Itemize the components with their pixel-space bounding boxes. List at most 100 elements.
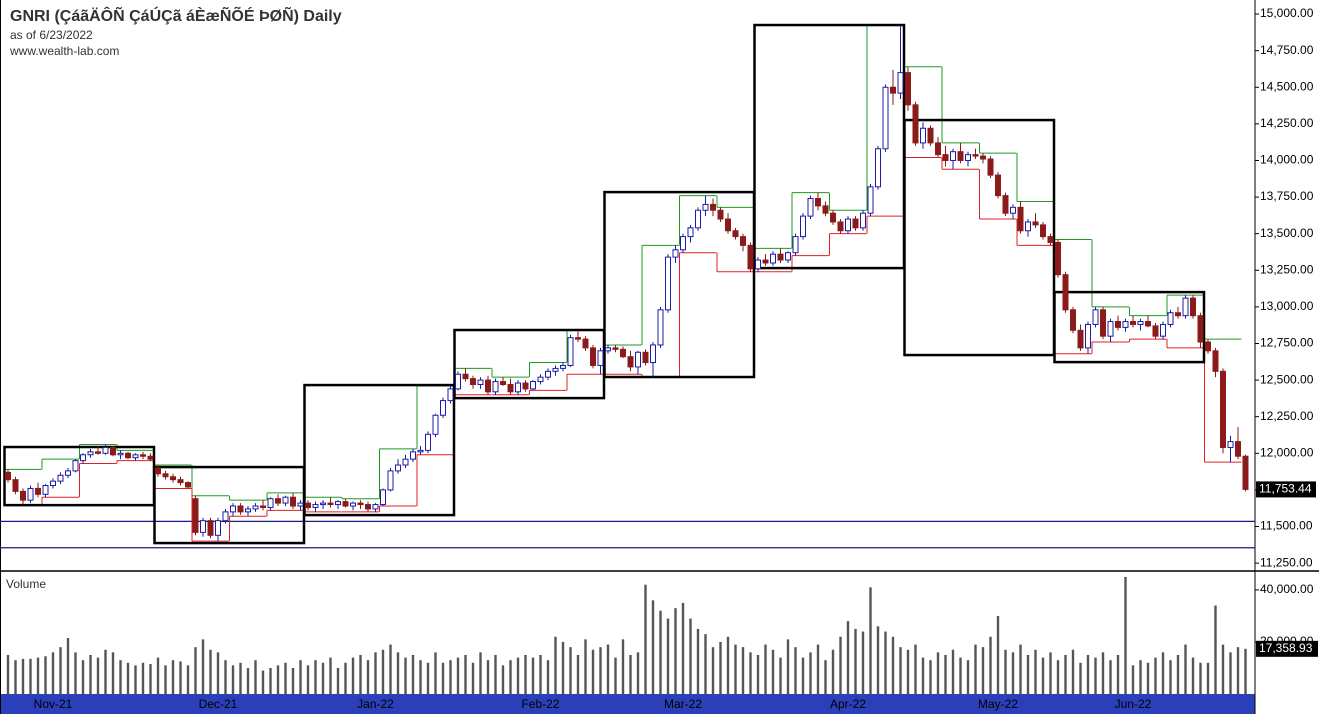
x-tick-label: Jun-22	[1115, 697, 1152, 711]
volume-bar	[1086, 654, 1090, 694]
volume-bar	[1139, 660, 1142, 694]
volume-bar	[861, 631, 865, 694]
volume-bar	[494, 654, 497, 694]
volume-bar	[449, 660, 452, 694]
candle-body	[747, 244, 754, 270]
volume-bar	[666, 618, 670, 694]
volume-bar	[674, 608, 677, 694]
candle-body	[1227, 441, 1234, 448]
candle-body	[260, 505, 266, 508]
volume-bar	[914, 644, 917, 694]
volume-bar	[29, 658, 32, 694]
y-tick-label: 13,250.00	[1260, 262, 1314, 276]
x-tick-label: Apr-22	[830, 697, 866, 711]
volume-bar	[591, 649, 595, 694]
candle-body	[942, 154, 949, 161]
volume-bar	[1184, 644, 1187, 694]
volume-bar	[141, 662, 145, 694]
candle-body	[852, 218, 859, 229]
volume-bar	[1004, 649, 1007, 694]
candle-body	[905, 72, 911, 106]
volume-bar	[1131, 665, 1135, 694]
candle-body	[245, 508, 251, 513]
volume-bar	[441, 662, 445, 694]
y-tick-label: 14,250.00	[1260, 116, 1314, 130]
volume-bar	[891, 636, 895, 694]
volume-bar	[576, 654, 580, 694]
volume-bar	[1146, 662, 1150, 694]
volume-bar	[209, 649, 212, 694]
y-tick-label: 14,750.00	[1260, 43, 1314, 57]
candle-body	[897, 72, 904, 94]
candle-body	[102, 446, 109, 454]
volume-bar	[471, 662, 475, 694]
volume-bar	[89, 654, 92, 694]
candle-body	[365, 504, 371, 510]
volume-bar	[404, 657, 407, 694]
candle-body	[1152, 325, 1159, 337]
volume-bar	[846, 621, 850, 694]
y-tick-label: 13,500.00	[1260, 226, 1314, 240]
candle-body	[320, 502, 326, 506]
volume-bar	[711, 647, 715, 694]
candle-body	[117, 452, 124, 456]
candle-body	[1130, 321, 1136, 325]
volume-bar	[359, 654, 362, 694]
candle-body	[215, 520, 221, 536]
volume-bar	[1244, 648, 1247, 694]
volume-bar	[284, 662, 287, 694]
candle-body	[1010, 206, 1016, 214]
volume-bar	[36, 657, 40, 694]
volume-bar	[1169, 660, 1172, 694]
candle-body	[282, 496, 289, 504]
candle-body	[485, 379, 491, 393]
volume-bar	[66, 638, 70, 694]
volume-bar	[516, 657, 520, 694]
chart-title: GNRI (ÇáãÄÔÑ ÇáÚÇã áÈæÑÕÉ ÞØÑ) Daily	[10, 5, 342, 25]
volume-bar	[164, 665, 167, 694]
volume-bar	[561, 641, 565, 694]
volume-bar	[1206, 662, 1210, 694]
candle-body	[387, 470, 394, 491]
candle-body	[545, 370, 551, 378]
volume-bar	[659, 610, 662, 694]
volume-bar	[224, 660, 227, 694]
volume-bar	[831, 649, 835, 694]
volume-bar	[44, 656, 47, 694]
candle-body	[1070, 309, 1076, 331]
candle-body	[305, 502, 311, 508]
candle-body	[42, 485, 49, 495]
y-tick-label: 11,500.00	[1260, 519, 1313, 533]
volume-bar	[104, 649, 107, 694]
volume-bar	[546, 660, 550, 694]
candle-body	[950, 151, 956, 161]
candle-body	[5, 471, 11, 481]
candle-body	[1092, 309, 1099, 325]
candle-body	[620, 348, 626, 358]
candle-body	[815, 198, 821, 207]
candle-body	[177, 479, 184, 484]
x-tick-label: Jan-22	[357, 697, 394, 711]
candle-body	[125, 452, 131, 459]
candle-body	[87, 451, 94, 456]
candle-body	[695, 209, 701, 229]
candle-body	[57, 474, 64, 482]
candle-body	[1055, 241, 1061, 276]
candle-body	[845, 218, 851, 232]
candle-body	[95, 451, 101, 454]
volume-bar	[96, 657, 100, 694]
candle-body	[222, 511, 229, 522]
volume-bar	[606, 644, 610, 694]
candle-body	[252, 505, 259, 510]
candle-body	[455, 373, 461, 390]
candle-body	[417, 449, 424, 453]
candle-body	[470, 378, 476, 385]
volume-bar	[824, 660, 827, 694]
y-tick-label: 13,000.00	[1260, 299, 1314, 313]
candle-body	[335, 501, 341, 506]
volume-bar	[839, 636, 842, 694]
candle-body	[762, 259, 769, 264]
candle-body	[342, 501, 349, 507]
last-volume-label: 17,358.93	[1259, 641, 1313, 655]
candle-body	[567, 337, 574, 366]
